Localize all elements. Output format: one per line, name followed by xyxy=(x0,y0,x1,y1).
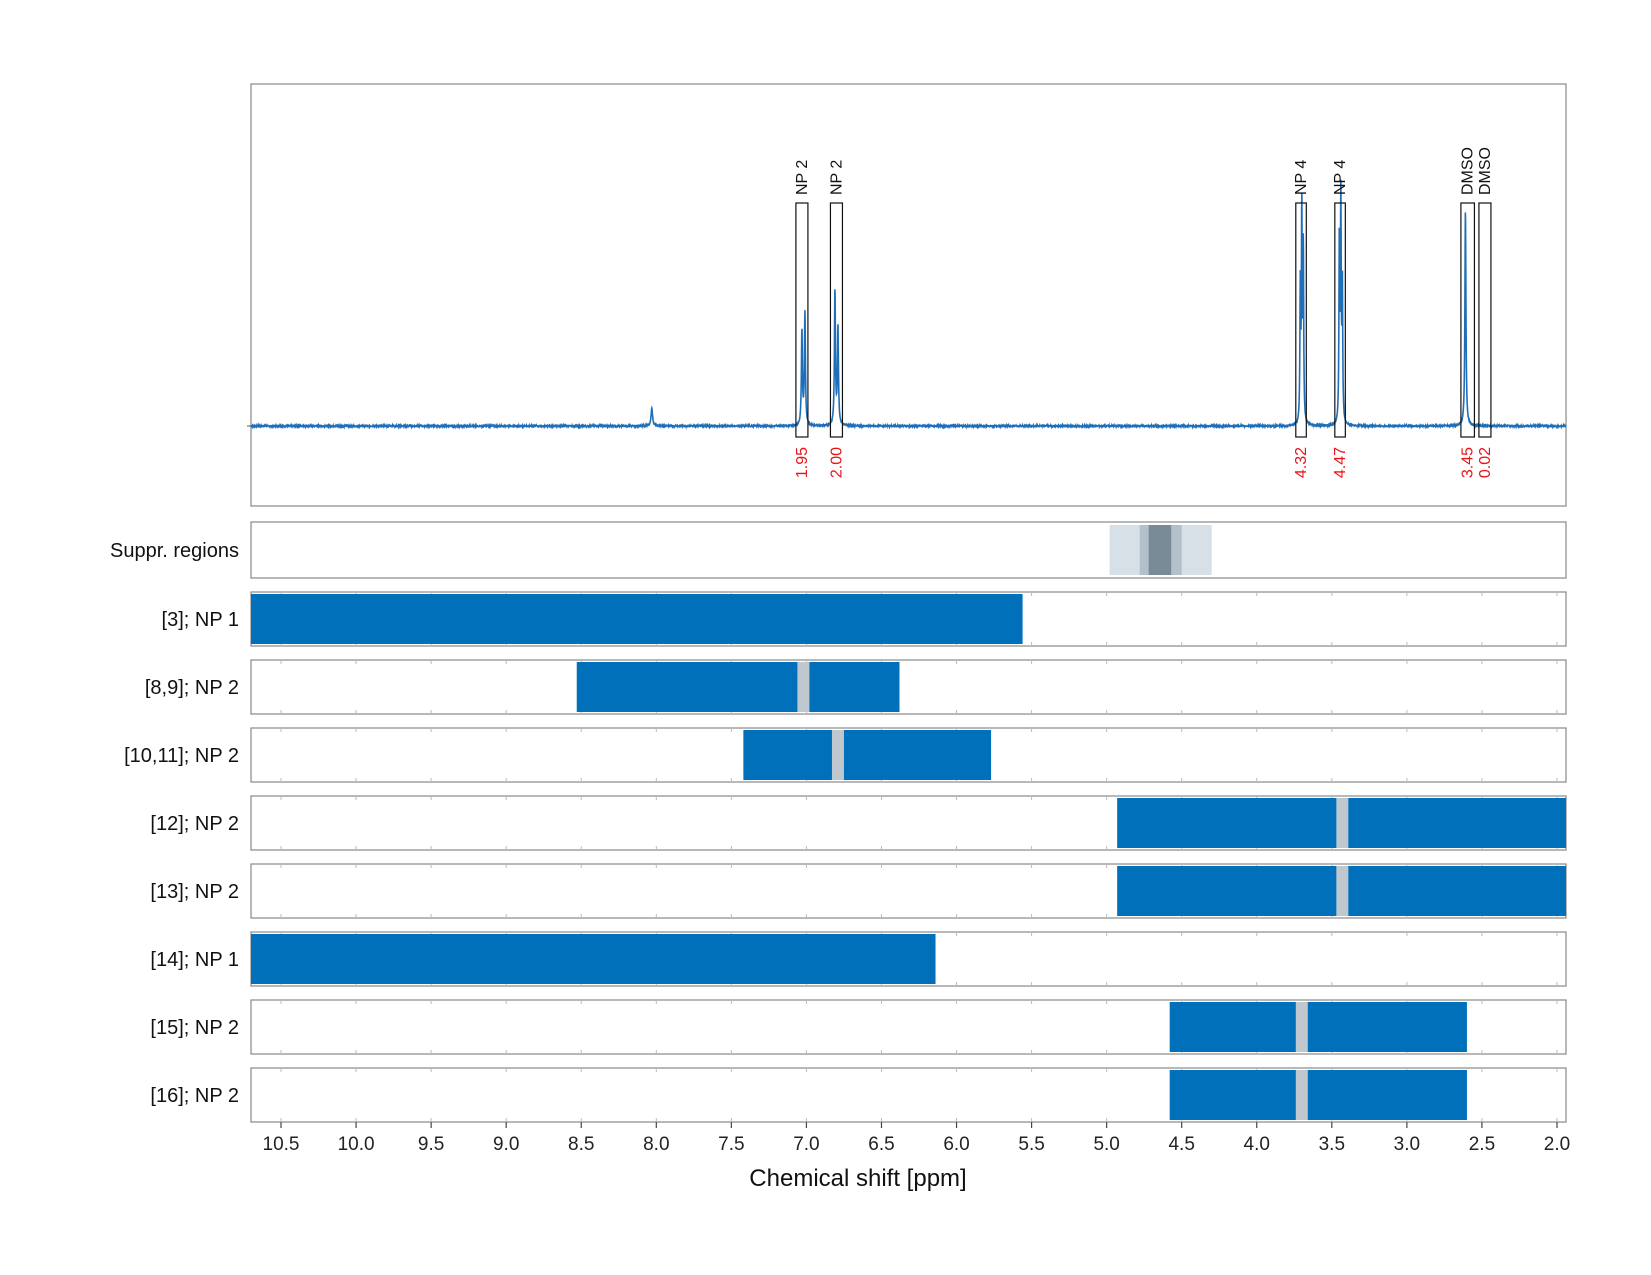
x-tick-label-5: 8.0 xyxy=(643,1134,669,1155)
x-tick-label-0: 10.5 xyxy=(263,1134,300,1155)
peak-label-4: DMSO xyxy=(1460,147,1477,195)
x-tick-label-3: 9.0 xyxy=(493,1134,519,1155)
row-bar-5 xyxy=(251,934,936,984)
integral-label-4: 3.45 xyxy=(1460,447,1477,478)
x-tick-label-16: 2.5 xyxy=(1469,1134,1495,1155)
row-label-0: [3]; NP 1 xyxy=(162,609,239,631)
row-frame-1 xyxy=(250,659,1567,715)
x-axis-title: Chemical shift [ppm] xyxy=(749,1165,966,1192)
peak-label-0: NP 2 xyxy=(794,160,811,195)
row-bar-1 xyxy=(576,662,900,712)
integral-label-2: 4.32 xyxy=(1293,447,1310,478)
range-row-7: [16]; NP 2 xyxy=(150,1067,1567,1123)
suppression-frame xyxy=(250,521,1567,579)
range-row-3: [12]; NP 2 xyxy=(150,795,1567,851)
row-marker-1 xyxy=(797,662,810,712)
suppression-panel: Suppr. regions xyxy=(110,521,1567,579)
row-bar-6 xyxy=(1169,1002,1467,1052)
x-tick-label-6: 7.5 xyxy=(718,1134,744,1155)
row-marker-6 xyxy=(1295,1002,1308,1052)
spectrum-frame xyxy=(250,83,1567,507)
peak-label-2: NP 4 xyxy=(1293,160,1310,195)
x-tick-label-4: 8.5 xyxy=(568,1134,594,1155)
peak-box-2 xyxy=(1295,202,1307,438)
integral-label-3: 4.47 xyxy=(1332,447,1349,478)
suppression-label: Suppr. regions xyxy=(110,540,239,562)
range-row-6: [15]; NP 2 xyxy=(150,999,1567,1055)
row-bar-7 xyxy=(1169,1070,1467,1120)
x-tick-label-14: 3.5 xyxy=(1319,1134,1345,1155)
x-tick-label-1: 10.0 xyxy=(338,1134,375,1155)
peak-label-5: DMSO xyxy=(1477,147,1494,195)
row-label-1: [8,9]; NP 2 xyxy=(145,677,239,699)
range-row-4: [13]; NP 2 xyxy=(150,863,1567,919)
x-tick-label-13: 4.0 xyxy=(1244,1134,1270,1155)
peak-label-3: NP 4 xyxy=(1332,160,1349,195)
row-bar-0 xyxy=(251,594,1023,644)
integral-label-1: 2.00 xyxy=(828,447,845,478)
x-tick-label-2: 9.5 xyxy=(418,1134,444,1155)
x-tick-label-11: 5.0 xyxy=(1093,1134,1119,1155)
x-tick-label-15: 3.0 xyxy=(1394,1134,1420,1155)
x-axis: Chemical shift [ppm] 10.5 10.0 9.5 9.0 8.5 8.… xyxy=(263,1122,1570,1192)
row-label-3: [12]; NP 2 xyxy=(150,813,239,835)
x-tick-label-7: 7.0 xyxy=(793,1134,819,1155)
x-tick-label-8: 6.5 xyxy=(868,1134,894,1155)
row-marker-4 xyxy=(1336,866,1349,916)
range-row-2: [10,11]; NP 2 xyxy=(124,727,1567,783)
peak-box-4 xyxy=(1460,202,1476,438)
peak-box-0 xyxy=(795,202,809,438)
range-row-5: [14]; NP 1 xyxy=(150,931,1567,987)
row-label-4: [13]; NP 2 xyxy=(150,881,239,903)
row-label-7: [16]; NP 2 xyxy=(150,1085,239,1107)
range-row-0: [3]; NP 1 xyxy=(162,591,1567,647)
row-bar-2 xyxy=(743,730,992,780)
row-marker-2 xyxy=(831,730,844,780)
row-label-2: [10,11]; NP 2 xyxy=(124,745,239,767)
peak-box-3 xyxy=(1334,202,1346,438)
x-tick-label-10: 5.5 xyxy=(1018,1134,1044,1155)
row-label-6: [15]; NP 2 xyxy=(150,1017,239,1039)
range-row-1: [8,9]; NP 2 xyxy=(145,659,1567,715)
spectrum-panel: NP 2 1.95 NP 2 2.00 NP 4 4.32 NP 4 4.47 DMSO 3.45… xyxy=(247,83,1567,507)
row-marker-3 xyxy=(1336,798,1349,848)
x-tick-label-9: 6.0 xyxy=(943,1134,969,1155)
peak-box-1 xyxy=(829,202,844,438)
suppression-band-2 xyxy=(1148,525,1172,575)
row-label-5: [14]; NP 1 xyxy=(150,949,239,971)
x-tick-label-17: 2.0 xyxy=(1544,1134,1570,1155)
range-rows: [3]; NP 1 [8,9]; NP 2 [10,11]; NP 2 [12]; N… xyxy=(124,591,1567,1123)
x-tick-label-12: 4.5 xyxy=(1168,1134,1194,1155)
integral-label-0: 1.95 xyxy=(794,447,811,478)
spectrum-line xyxy=(250,179,1567,430)
peak-box-5 xyxy=(1478,202,1492,438)
peak-label-1: NP 2 xyxy=(828,160,845,195)
integral-label-5: 0.02 xyxy=(1477,447,1494,478)
row-marker-7 xyxy=(1295,1070,1308,1120)
